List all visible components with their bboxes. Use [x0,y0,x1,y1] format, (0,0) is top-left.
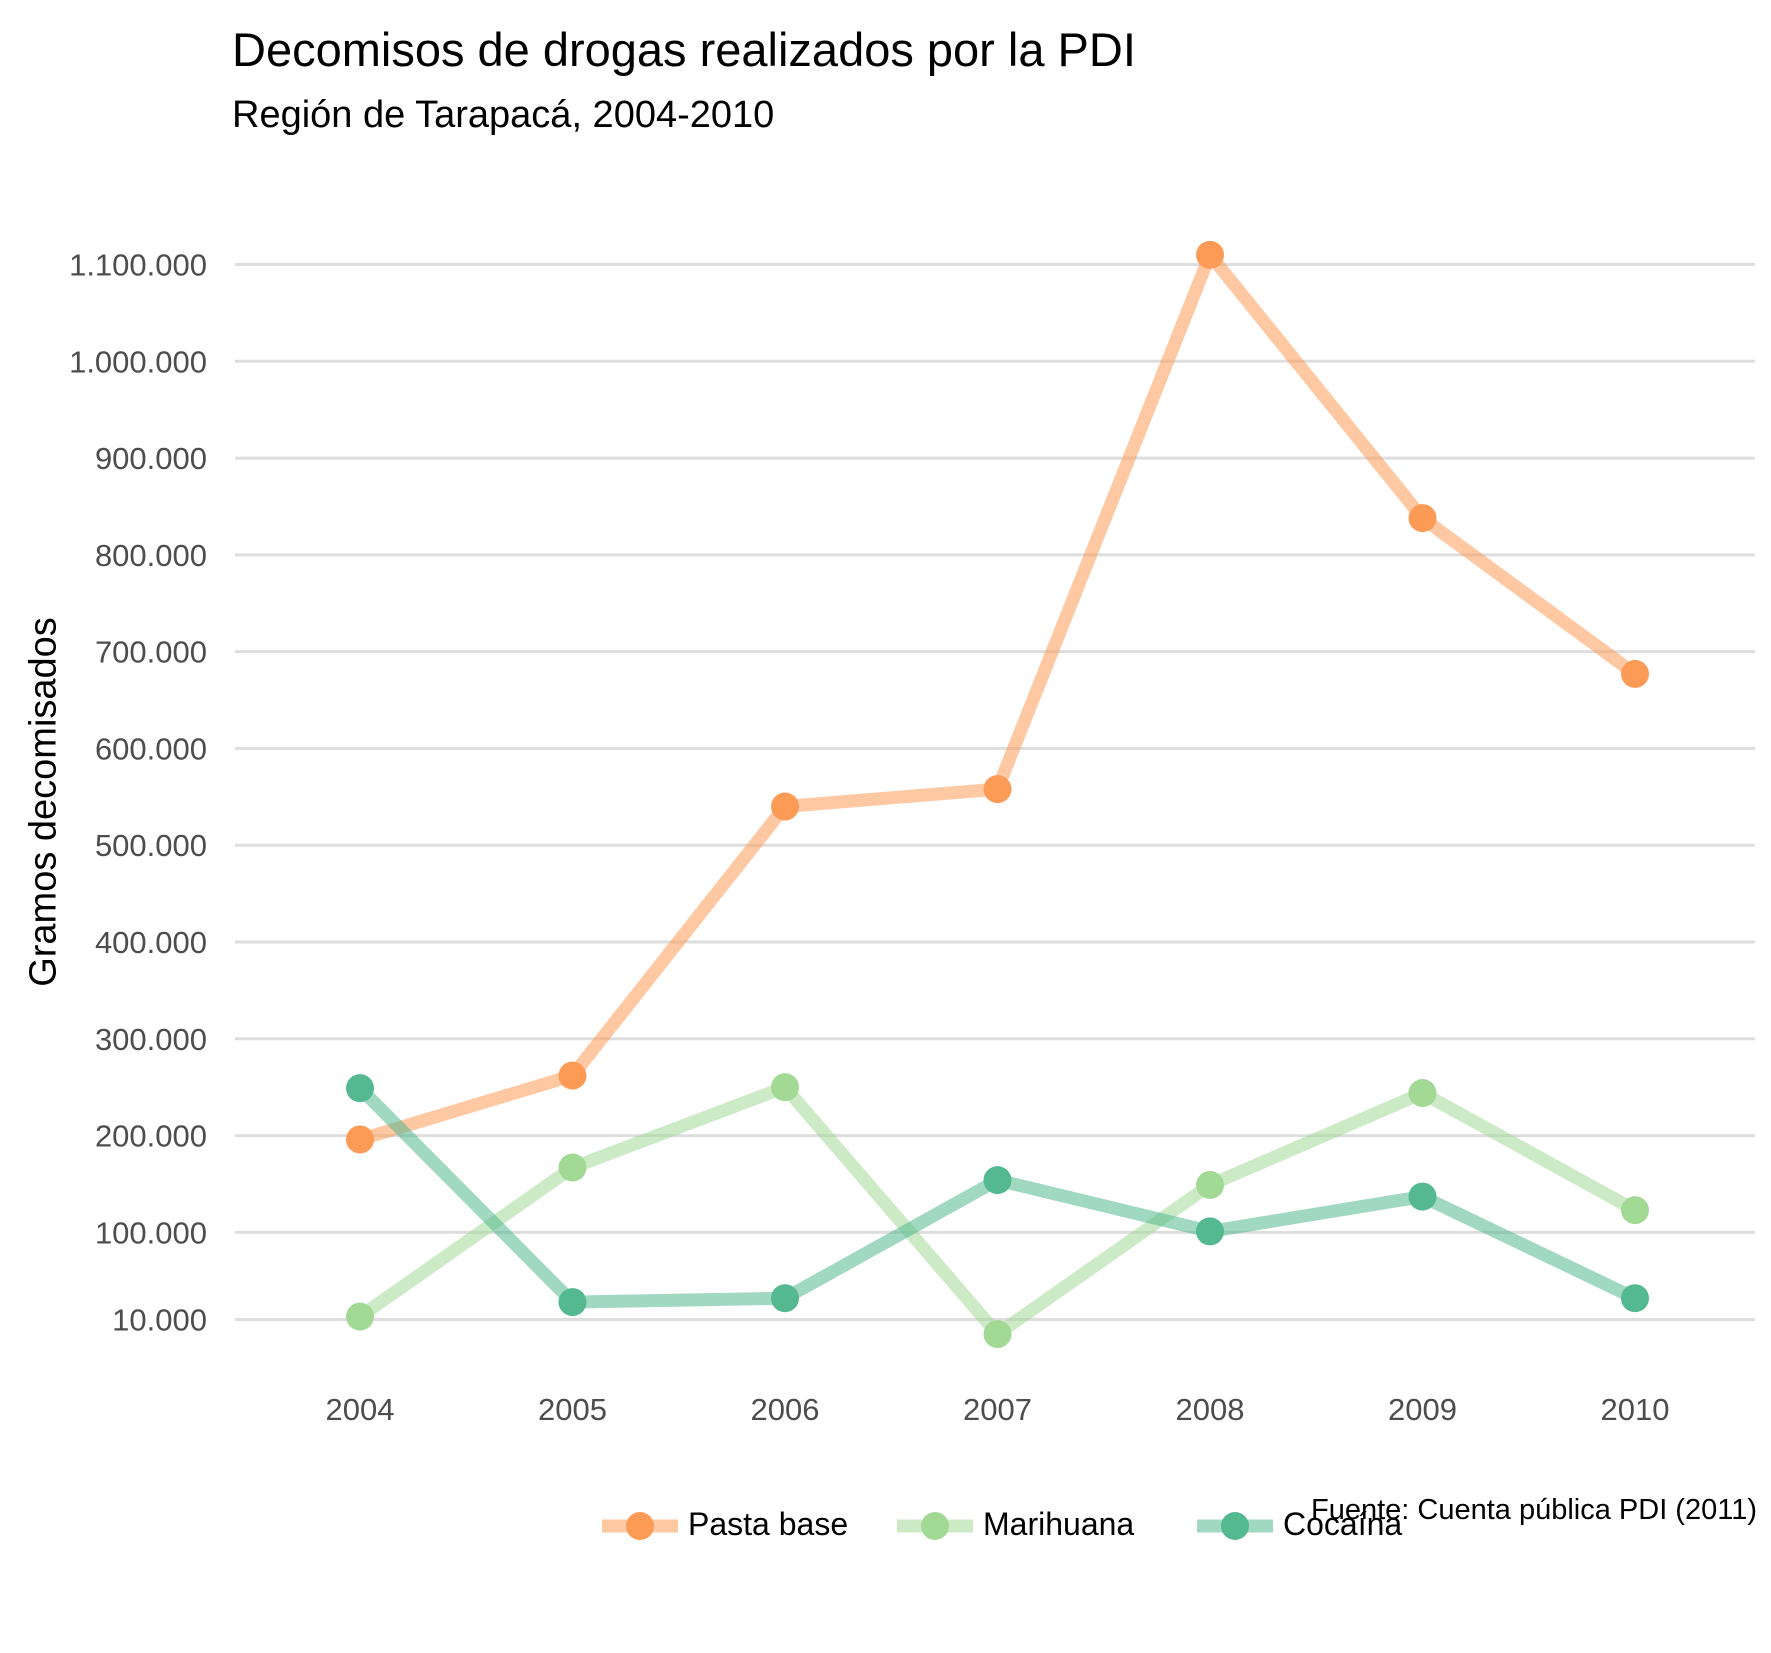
legend-label: Cocaína [1283,1506,1403,1542]
x-tick-label: 2006 [751,1392,820,1427]
x-tick-label: 2004 [326,1392,395,1427]
y-tick-label: 300.000 [95,1022,207,1057]
chart-title: Decomisos de drogas realizados por la PD… [232,23,1136,76]
data-point-pasta-base [1196,240,1224,269]
series-line-pasta-base [358,248,1639,1146]
data-point-marihuana [558,1153,587,1182]
data-point-marihuana [1196,1170,1224,1199]
data-point-marihuana [983,1320,1012,1349]
y-tick-label: 500.000 [95,828,207,863]
source-caption: Fuente: Cuenta pública PDI (2011) [1310,1494,1757,1526]
data-point-pasta-base [1408,504,1437,533]
legend-key [897,1512,973,1540]
y-axis-ticks: 10.000 100.000 200.000 300.000 400.000 500.00… [69,248,207,1338]
y-tick-label: 1.000.000 [69,344,207,379]
y-tick-label: 10.000 [112,1303,207,1338]
y-tick-label: 700.000 [95,635,207,670]
legend-label: Marihuana [983,1506,1135,1542]
data-point-cocaina [346,1074,374,1103]
data-point-pasta-base [1621,659,1649,688]
data-point-cocaina [771,1284,799,1313]
data-point-marihuana [346,1302,374,1331]
data-point-pasta-base [771,792,799,821]
legend-label: Pasta base [688,1506,849,1542]
x-tick-label: 2009 [1388,1392,1457,1427]
data-point-cocaina [983,1166,1012,1195]
legend: Pasta base Marihuana Cocaína [0,1496,1771,1556]
x-tick-label: 2005 [538,1392,607,1427]
chart-subtitle: Región de Tarapacá, 2004-2010 [232,94,775,136]
line-chart: 10.000 100.000 200.000 300.000 400.000 500.00… [69,240,1755,1427]
data-point-cocaina [1621,1284,1649,1313]
data-point-marihuana [1408,1079,1437,1108]
y-tick-label: 400.000 [95,925,207,960]
y-tick-label: 900.000 [95,441,207,476]
y-tick-label: 800.000 [95,538,207,573]
data-point-pasta-base [558,1061,587,1090]
y-tick-label: 100.000 [95,1215,207,1250]
x-tick-label: 2010 [1601,1392,1670,1427]
data-point-cocaina [1196,1217,1224,1246]
data-point-cocaina [558,1288,587,1317]
gridlines [235,263,1755,1321]
x-tick-label: 2007 [963,1392,1032,1427]
x-axis-ticks: 2004 2005 2006 2007 2008 2009 2010 [326,1392,1670,1427]
data-point-marihuana [1621,1196,1649,1225]
data-point-marihuana [771,1073,799,1102]
series-line-cocaina [355,1083,1638,1309]
series-points [346,240,1649,1349]
y-tick-label: 200.000 [95,1119,207,1154]
legend-key [1197,1512,1273,1540]
x-tick-label: 2008 [1176,1392,1245,1427]
y-tick-label: 600.000 [95,731,207,766]
data-point-pasta-base [983,775,1012,804]
legend-key [602,1512,678,1540]
y-tick-label: 1.100.000 [69,248,207,283]
data-point-cocaina [1408,1182,1437,1211]
data-point-pasta-base [346,1125,374,1154]
